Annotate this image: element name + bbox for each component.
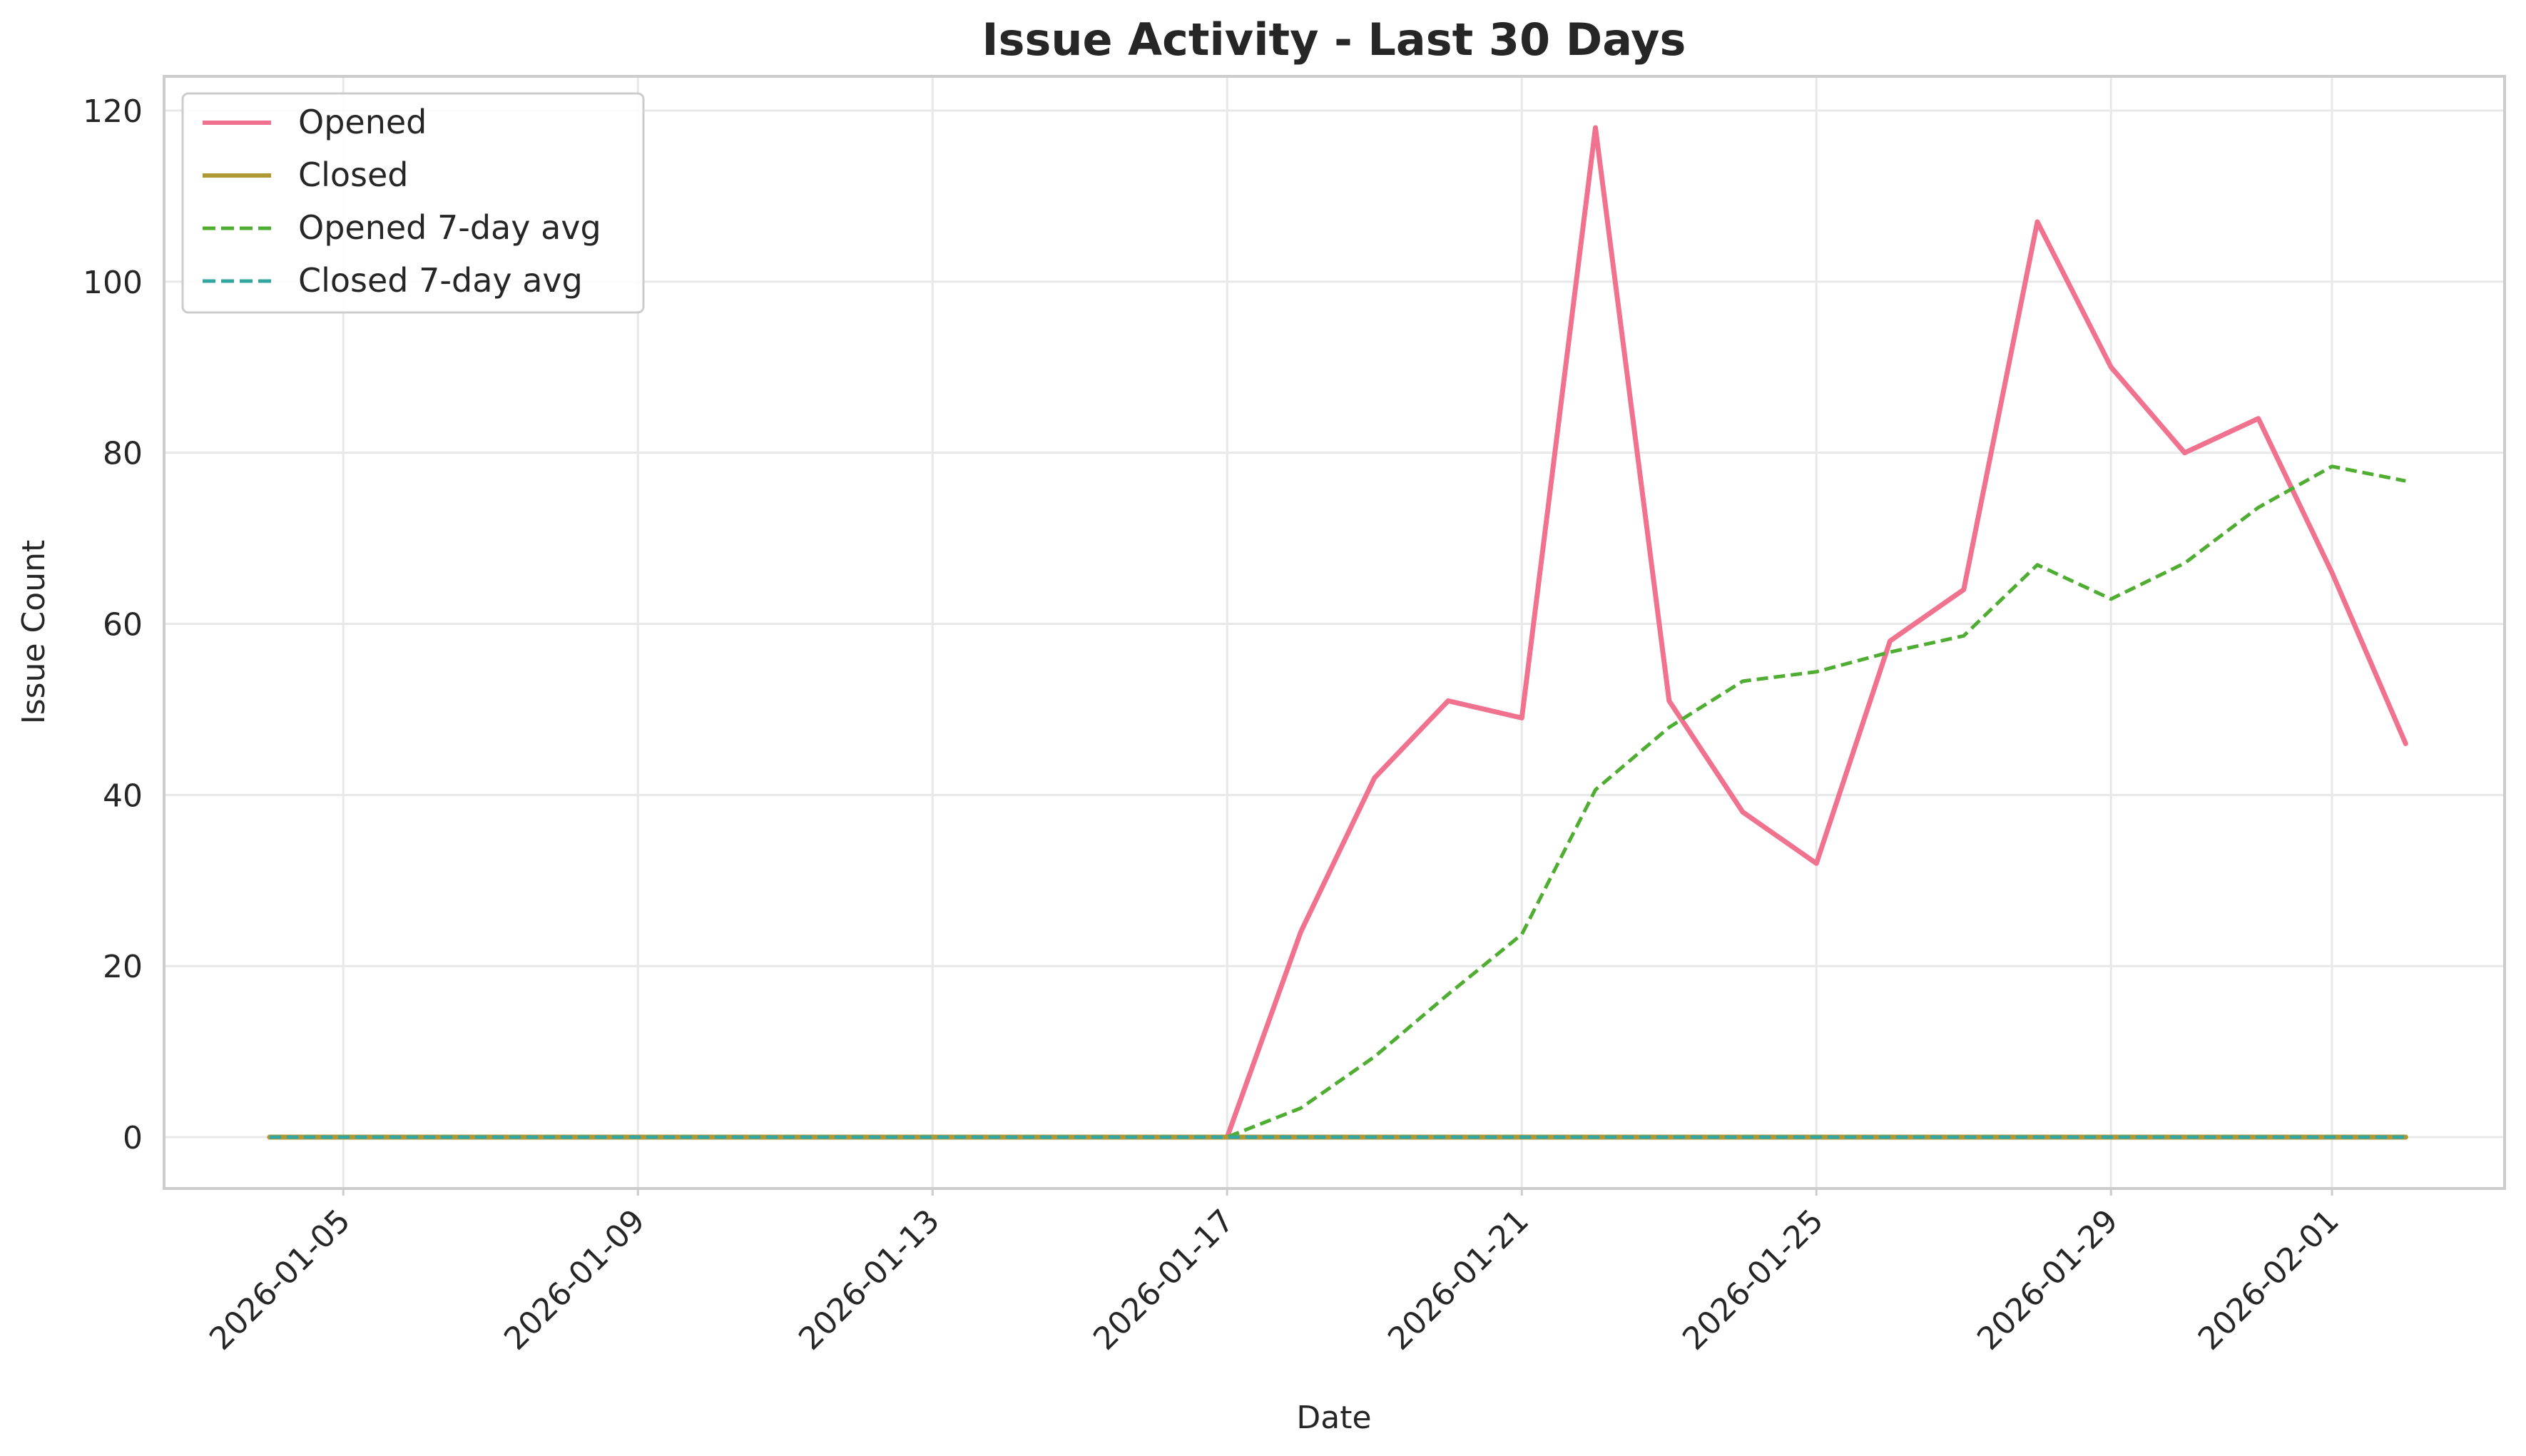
legend-label-closed-avg: Closed 7-day avg [298,261,583,300]
legend-label-opened: Opened [298,103,427,141]
y-tick-label: 40 [103,778,143,814]
legend: Opened Closed Opened 7-day avg Closed 7-… [181,92,645,314]
x-axis-label: Date [1296,1400,1371,1436]
y-axis-ticks: 0 20 40 60 80 100 120 [83,93,143,1156]
legend-label-opened-avg: Opened 7-day avg [298,208,601,247]
y-axis-label: Issue Count [16,540,52,724]
y-tick-label: 0 [123,1120,143,1156]
y-tick-label: 60 [103,607,143,643]
y-tick-label: 20 [103,949,143,985]
y-tick-label: 120 [83,93,143,130]
y-tick-label: 80 [103,436,143,472]
legend-label-closed: Closed [298,156,409,194]
y-tick-label: 100 [83,265,143,301]
legend-box [181,92,645,314]
series-lines [267,125,2408,1140]
plot-frame [163,75,2506,1190]
opened-7day-avg-line [270,464,2406,1139]
chart-title: Issue Activity - Last 30 Days [982,14,1686,66]
